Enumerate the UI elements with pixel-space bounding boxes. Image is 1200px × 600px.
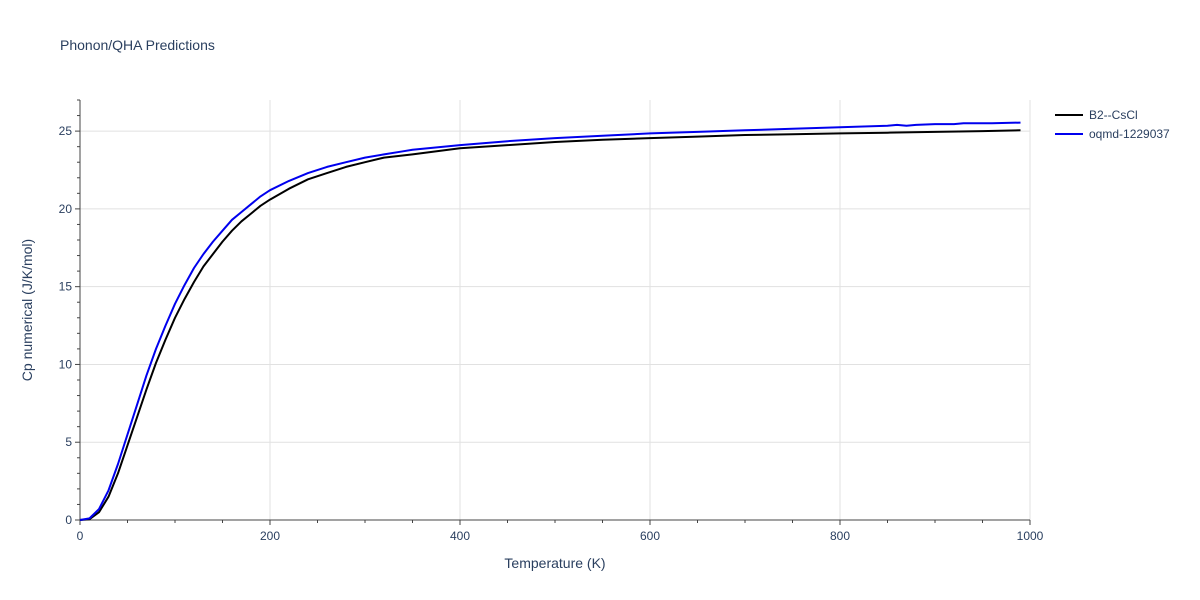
y-tick-label: 10 bbox=[59, 357, 73, 371]
y-tick-label: 0 bbox=[65, 513, 72, 527]
y-tick-label: 15 bbox=[59, 280, 73, 294]
x-tick-label: 0 bbox=[77, 529, 84, 543]
x-tick-label: 800 bbox=[830, 529, 850, 543]
x-tick-label: 200 bbox=[260, 529, 280, 543]
series-line-0 bbox=[79, 129, 1021, 521]
y-axis-title: Cp numerical (J/K/mol) bbox=[19, 239, 35, 381]
legend[interactable]: B2--CsCl oqmd-1229037 bbox=[1055, 108, 1170, 141]
series-line-1 bbox=[79, 121, 1021, 521]
y-tick-label: 25 bbox=[59, 124, 73, 138]
grid bbox=[80, 100, 1031, 520]
y-tick-label: 20 bbox=[59, 202, 73, 216]
legend-item-0[interactable]: B2--CsCl bbox=[1055, 108, 1138, 122]
plot-area bbox=[79, 121, 1021, 521]
chart-title: Phonon/QHA Predictions bbox=[60, 37, 215, 53]
x-tick-label: 400 bbox=[450, 529, 470, 543]
legend-label: oqmd-1229037 bbox=[1089, 127, 1170, 141]
legend-item-1[interactable]: oqmd-1229037 bbox=[1055, 127, 1170, 141]
y-tick-label: 5 bbox=[65, 435, 72, 449]
axes: 0 200 400 600 800 1000 0 5 10 15 20 25 bbox=[59, 99, 1044, 543]
legend-label: B2--CsCl bbox=[1089, 108, 1138, 122]
x-axis-title: Temperature (K) bbox=[504, 555, 605, 571]
x-tick-label: 600 bbox=[640, 529, 660, 543]
x-tick-label: 1000 bbox=[1017, 529, 1044, 543]
